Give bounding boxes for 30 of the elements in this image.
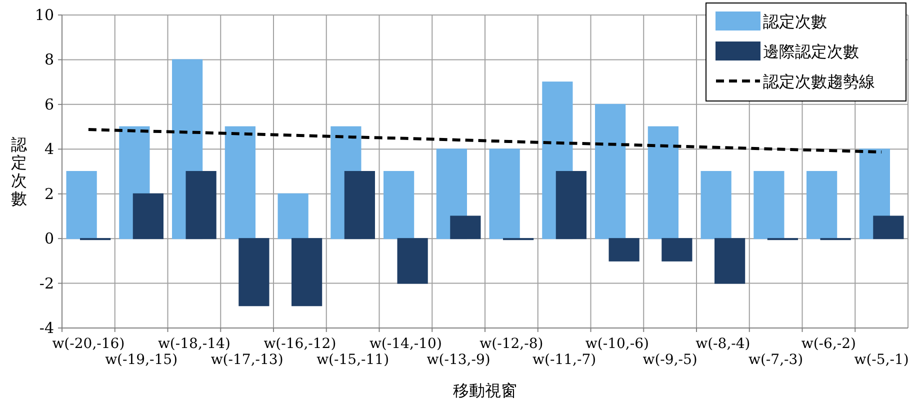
y-tick-label: 8 xyxy=(44,50,54,69)
x-tick-label: w(-14,-10) xyxy=(369,336,442,352)
y-tick-label: 2 xyxy=(44,184,54,203)
x-tick-label: w(-20,-16) xyxy=(52,336,125,352)
x-tick-label: w(-11,-7) xyxy=(532,352,596,368)
x-tick-label: w(-13,-9) xyxy=(426,352,490,368)
x-tick-label: w(-18,-14) xyxy=(158,336,230,352)
x-tick-label: w(-10,-6) xyxy=(585,336,649,352)
legend-label: 邊際認定次數 xyxy=(763,42,859,61)
x-tick-label: w(-15,-11) xyxy=(316,352,390,368)
legend-label: 認定次數 xyxy=(763,12,827,31)
x-axis-title: 移動視窗 xyxy=(453,381,517,400)
x-tick-label: w(-12,-8) xyxy=(480,336,544,352)
y-tick-label: 6 xyxy=(44,95,54,114)
y-tick-label: 4 xyxy=(44,140,54,158)
x-tick-label: w(-8,-4) xyxy=(696,336,750,352)
x-tick-label: w(-5,-1) xyxy=(854,352,909,368)
x-tick-label: w(-17,-13) xyxy=(210,352,284,368)
x-tick-label: w(-7,-3) xyxy=(748,352,804,368)
y-tick-label: -2 xyxy=(39,274,54,292)
x-tick-label: w(-19,-15) xyxy=(105,352,178,368)
y-tick-label: -4 xyxy=(39,319,54,337)
y-axis-title: 認定次數 xyxy=(11,135,27,208)
y-tick-label: 10 xyxy=(34,6,54,24)
legend-label: 認定次數趨勢線 xyxy=(763,72,875,91)
x-tick-label: w(-9,-5) xyxy=(642,352,698,368)
line-series xyxy=(86,128,884,154)
x-tick-label: w(-16,-12) xyxy=(264,336,336,352)
y-tick-label: 0 xyxy=(44,230,54,248)
x-tick-label: w(-6,-2) xyxy=(801,336,856,352)
